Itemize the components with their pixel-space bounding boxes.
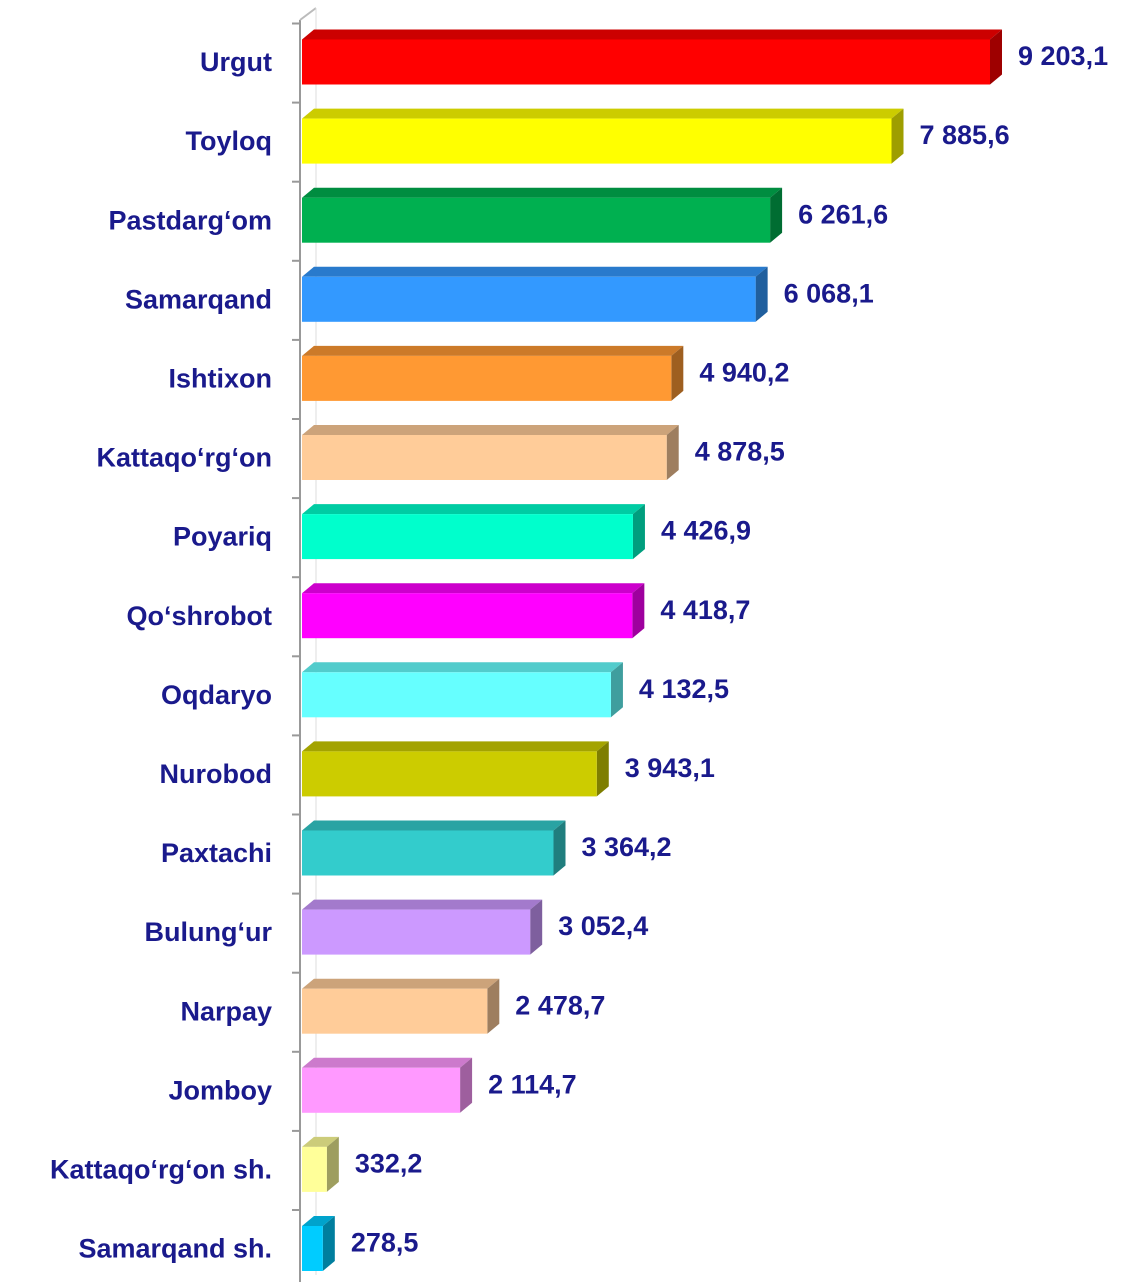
bar-side <box>666 425 679 480</box>
bar <box>302 118 892 164</box>
bar-top <box>302 1057 473 1068</box>
category-label: Toyloq <box>186 126 272 156</box>
category-label: Samarqand <box>125 284 272 314</box>
value-label: 6 068,1 <box>784 278 874 308</box>
bar-side <box>596 741 609 797</box>
bar-side <box>770 187 783 243</box>
bar-side <box>632 583 645 639</box>
bar-top <box>302 899 543 910</box>
category-label: Pastdarg‘om <box>108 205 272 235</box>
bar-side <box>322 1216 335 1271</box>
value-label: 4 940,2 <box>699 358 789 388</box>
value-label: 3 052,4 <box>558 911 648 941</box>
bar-top <box>302 504 645 515</box>
bar-top <box>302 741 609 752</box>
bar <box>302 909 531 955</box>
value-label: 4 426,9 <box>661 516 751 546</box>
value-label: 4 878,5 <box>695 437 785 467</box>
bar-side <box>755 266 768 322</box>
category-label: Poyariq <box>173 522 272 552</box>
bar-top <box>302 266 768 277</box>
bar <box>302 355 672 401</box>
category-label: Bulung‘ur <box>145 917 273 947</box>
category-label: Ishtixon <box>168 364 272 394</box>
bar-side <box>990 29 1002 85</box>
bar <box>302 830 554 876</box>
value-label: 3 943,1 <box>625 753 715 783</box>
category-label: Kattaqo‘rg‘on sh. <box>50 1155 272 1185</box>
bar-top <box>302 978 500 989</box>
bar-top <box>302 1136 339 1147</box>
category-label: Oqdaryo <box>161 680 272 710</box>
category-label: Jomboy <box>168 1075 272 1105</box>
category-label: Kattaqo‘rg‘on <box>97 443 273 473</box>
category-label: Samarqand sh. <box>78 1234 272 1264</box>
bar <box>302 751 597 797</box>
value-label: 7 885,6 <box>920 120 1010 150</box>
bar <box>302 988 488 1034</box>
bar-top <box>302 29 1002 40</box>
bar-side <box>326 1136 339 1192</box>
bar <box>302 39 990 85</box>
bar <box>302 672 611 718</box>
category-label: Qo‘shrobot <box>127 601 272 631</box>
bar-top <box>302 425 679 435</box>
bar-side <box>530 899 543 955</box>
bar <box>302 435 667 480</box>
bar-top <box>302 108 904 119</box>
value-label: 2 114,7 <box>488 1069 577 1099</box>
bar-side <box>553 820 566 876</box>
bar <box>302 514 633 560</box>
axis-depth <box>299 7 317 21</box>
value-label: 4 418,7 <box>660 595 750 625</box>
bar-side <box>610 662 623 718</box>
bar-side <box>671 345 684 401</box>
bar-top <box>302 583 645 594</box>
category-label: Narpay <box>180 996 272 1026</box>
category-label: Paxtachi <box>161 838 272 868</box>
value-label: 2 478,7 <box>515 990 605 1020</box>
value-label: 6 261,6 <box>798 199 888 229</box>
bar-top <box>302 662 623 673</box>
bar-side <box>487 978 500 1034</box>
value-label: 9 203,1 <box>1018 41 1108 71</box>
category-label: Urgut <box>200 47 272 77</box>
bar-side <box>460 1057 473 1113</box>
bar-top <box>302 1216 335 1226</box>
bar <box>302 1067 461 1113</box>
value-label: 4 132,5 <box>639 674 729 704</box>
value-label: 278,5 <box>351 1228 419 1258</box>
bar <box>302 1146 327 1192</box>
bar-top <box>302 187 783 198</box>
category-label: Nurobod <box>160 759 272 789</box>
bar <box>302 1226 323 1271</box>
bar-side <box>632 504 645 560</box>
bar-top <box>302 820 566 831</box>
bar <box>302 593 633 639</box>
bar-top <box>302 345 684 356</box>
bar-side <box>891 108 904 164</box>
bar <box>302 197 771 243</box>
bar <box>302 276 756 322</box>
value-label: 3 364,2 <box>581 832 671 862</box>
value-label: 332,2 <box>355 1149 423 1179</box>
